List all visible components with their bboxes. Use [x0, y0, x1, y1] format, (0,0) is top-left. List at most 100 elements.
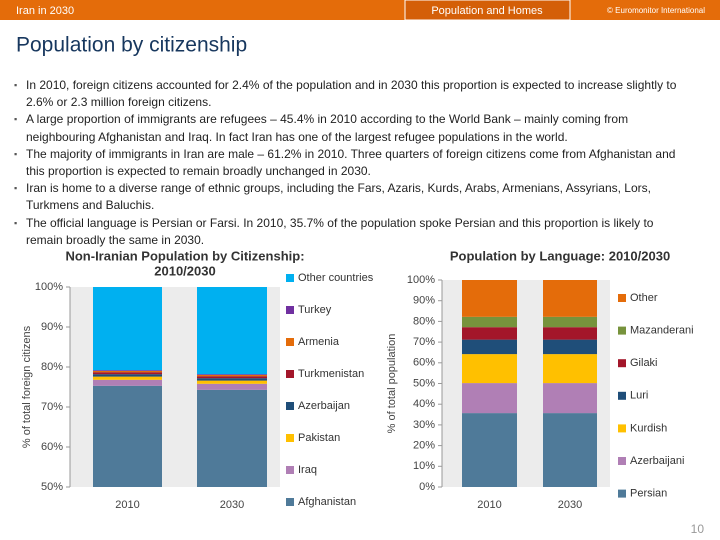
x-tick-label: 2010	[477, 499, 501, 511]
y-tick-label: 30%	[413, 419, 435, 431]
legend-swatch	[286, 466, 294, 474]
legend-label: Pakistan	[298, 432, 340, 444]
bar-segment	[462, 316, 517, 328]
bar-segment	[543, 354, 597, 384]
legend-label: Turkmenistan	[298, 368, 364, 380]
bar-segment	[197, 375, 267, 377]
bar-segment	[462, 327, 517, 340]
bar-segment	[462, 280, 517, 317]
bar-segment	[543, 327, 597, 340]
y-axis-label: % of total population	[386, 334, 398, 434]
x-tick-label: 2030	[558, 499, 582, 511]
bar-segment	[197, 287, 267, 375]
bar-segment	[462, 339, 517, 355]
legend-swatch	[618, 326, 626, 335]
legend-label: Iraq	[298, 464, 317, 476]
legend-label: Armenia	[298, 336, 340, 348]
bar-segment	[462, 354, 517, 384]
legend-label: Gilaki	[630, 357, 658, 369]
legend-swatch	[286, 274, 294, 282]
y-axis-label: % of total foreign citizens	[21, 325, 33, 448]
page-number: 10	[691, 522, 705, 536]
bullet: Iran is home to a diverse range of ethni…	[14, 180, 686, 214]
legend-swatch	[618, 294, 626, 302]
bullet: In 2010, foreign citizens accounted for …	[14, 77, 686, 111]
header-section	[404, 0, 571, 21]
bar-segment	[93, 372, 162, 375]
legend-swatch	[286, 434, 294, 442]
bar-segment	[93, 287, 162, 371]
bar-segment	[462, 413, 517, 487]
bar-segment	[543, 316, 597, 328]
legend-label: Mazanderani	[630, 325, 694, 337]
bar-segment	[197, 376, 267, 379]
bar-segment	[197, 383, 267, 390]
legend-swatch	[286, 498, 294, 506]
x-tick-label: 2010	[115, 499, 139, 511]
bar-segment	[93, 374, 162, 377]
legend-label: Other countries	[298, 272, 374, 284]
header-copyright: © Euromonitor International	[607, 6, 705, 15]
y-tick-label: 100%	[35, 281, 63, 293]
bullet-list: In 2010, foreign citizens accounted for …	[14, 77, 686, 249]
legend-label: Kurdish	[630, 422, 667, 434]
legend-swatch	[618, 457, 626, 465]
legend-swatch	[618, 424, 626, 433]
legend-swatch	[286, 370, 294, 378]
y-tick-label: 60%	[41, 441, 63, 453]
chart-subtitle: 2010/2030	[154, 263, 215, 278]
bar-segment	[93, 370, 162, 371]
bar-segment	[197, 380, 267, 384]
bullet: A large proportion of immigrants are ref…	[14, 111, 686, 145]
legend-label: Persian	[630, 488, 667, 500]
y-tick-label: 80%	[41, 361, 63, 373]
bar-segment	[543, 339, 597, 355]
y-tick-label: 50%	[41, 481, 63, 493]
bar-segment	[93, 371, 162, 373]
header-section-label: Population and Homes	[431, 5, 543, 17]
y-tick-label: 90%	[413, 295, 435, 307]
legend-label: Afghanistan	[298, 496, 356, 508]
legend-swatch	[286, 338, 294, 346]
legend-label: Luri	[630, 390, 648, 402]
y-tick-label: 50%	[413, 377, 435, 389]
legend-label: Turkey	[298, 304, 332, 316]
legend-label: Azerbaijan	[298, 400, 350, 412]
bar-segment	[93, 379, 162, 386]
bar-segment	[197, 389, 267, 487]
legend-label: Other	[630, 292, 658, 304]
chart-title: Population by Language: 2010/2030	[450, 248, 670, 263]
x-tick-label: 2030	[220, 499, 244, 511]
legend-swatch	[618, 391, 626, 400]
chart-title: Non-Iranian Population by Citizenship:	[65, 248, 304, 263]
y-tick-label: 20%	[413, 440, 435, 452]
legend-swatch	[618, 359, 626, 368]
legend-swatch	[618, 489, 626, 498]
y-tick-label: 70%	[413, 336, 435, 348]
slide-title: Population by citizenship	[16, 34, 247, 57]
y-tick-label: 10%	[413, 460, 435, 472]
y-tick-label: 90%	[41, 321, 63, 333]
legend-swatch	[286, 306, 294, 314]
y-tick-label: 60%	[413, 357, 435, 369]
bar-segment	[197, 374, 267, 375]
bar-segment	[197, 378, 267, 381]
bar-segment	[93, 376, 162, 380]
header-left: Iran in 2030	[16, 5, 74, 17]
legend-swatch	[286, 402, 294, 410]
bar-segment	[543, 383, 597, 414]
legend-label: Azerbaijani	[630, 455, 684, 467]
bullet: The majority of immigrants in Iran are m…	[14, 146, 686, 180]
y-tick-label: 80%	[413, 315, 435, 327]
y-tick-label: 0%	[419, 481, 435, 493]
y-tick-label: 70%	[41, 401, 63, 413]
bar-segment	[543, 280, 597, 317]
bar-segment	[462, 383, 517, 414]
bullet: The official language is Persian or Fars…	[14, 215, 686, 249]
bar-segment	[93, 385, 162, 487]
bar-segment	[543, 413, 597, 487]
y-tick-label: 40%	[413, 398, 435, 410]
y-tick-label: 100%	[407, 274, 435, 286]
